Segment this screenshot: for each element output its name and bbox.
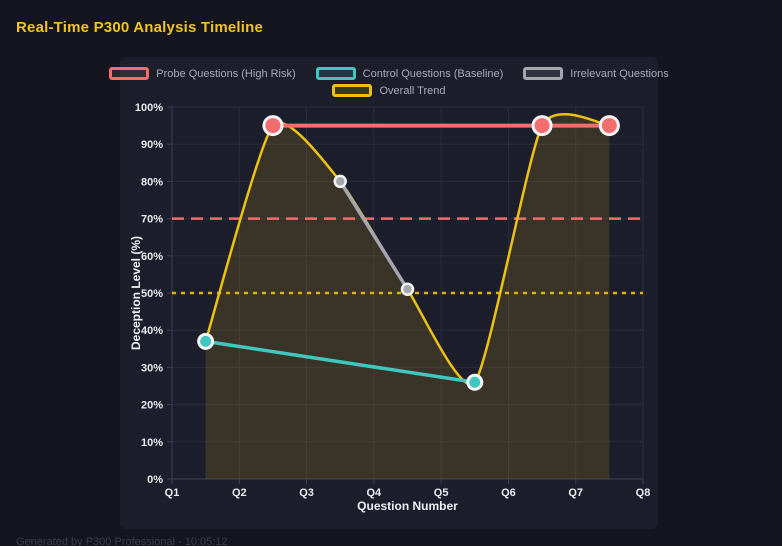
x-tick-label: Q4	[367, 487, 383, 499]
legend-row: Overall Trend	[332, 84, 446, 97]
legend-label-probe: Probe Questions (High Risk)	[156, 67, 296, 80]
legend-row: Probe Questions (High Risk) Control Quest…	[109, 67, 669, 80]
y-tick-label: 10%	[141, 437, 163, 449]
y-axis-title: Deception Level (%)	[129, 236, 143, 350]
x-tick-label: Q2	[232, 487, 247, 499]
legend-swatch-trend	[332, 84, 373, 97]
irrelevant-line[interactable]	[338, 179, 410, 292]
y-tick-label: 100%	[135, 102, 163, 114]
y-tick-label: 0%	[147, 474, 163, 486]
legend-label-irrelevant: Irrelevant Questions	[570, 67, 669, 80]
chart-legend: Probe Questions (High Risk) Control Quest…	[109, 67, 669, 97]
page-title: Real-Time P300 Analysis Timeline	[16, 19, 264, 36]
control-line[interactable]	[203, 339, 477, 385]
y-tick-label: 60%	[141, 251, 163, 263]
legend-swatch-probe	[109, 67, 150, 80]
legend-item-trend[interactable]: Overall Trend	[332, 84, 446, 97]
irrelevant-point-2[interactable]	[400, 282, 415, 297]
probe-point-2[interactable]	[531, 115, 553, 137]
legend-label-trend: Overall Trend	[379, 84, 446, 97]
control-point-2[interactable]	[466, 373, 484, 391]
x-axis-title: Question Number	[357, 499, 458, 513]
timeline-chart[interactable]: Q1 Q2 Q3 Q4 Q5 Q6 Q7 Q8 0% 10% 20% 30% 40% 50% 60% 70% 8…	[120, 57, 658, 529]
irrelevant-point-1[interactable]	[333, 174, 347, 189]
y-tick-label: 50%	[141, 288, 163, 300]
y-tick-label: 30%	[141, 362, 163, 374]
x-tick-label: Q8	[636, 487, 651, 499]
y-tick-label: 40%	[141, 325, 163, 337]
x-tick-label: Q1	[165, 487, 180, 499]
y-tick-label: 20%	[141, 400, 163, 412]
legend-swatch-irrelevant	[523, 67, 564, 80]
trend-area	[205, 114, 610, 479]
x-tick-label: Q5	[434, 487, 449, 499]
x-tick-label: Q3	[299, 487, 314, 499]
x-tick-label: Q7	[568, 487, 583, 499]
legend-label-control: Control Questions (Baseline)	[362, 67, 504, 80]
y-tick-label: 90%	[141, 139, 163, 151]
footer-note: Generated by P300 Professional - 10:05:1…	[16, 536, 228, 546]
legend-item-control[interactable]: Control Questions (Baseline)	[315, 67, 504, 80]
probe-point-3[interactable]	[598, 115, 620, 137]
legend-swatch-control	[315, 67, 356, 80]
probe-point-1[interactable]	[262, 115, 284, 137]
control-point-1[interactable]	[197, 332, 215, 350]
chart-panel: Q1 Q2 Q3 Q4 Q5 Q6 Q7 Q8 0% 10% 20% 30% 40% 50% 60% 70% 8…	[109, 57, 669, 529]
y-tick-label: 80%	[141, 176, 163, 188]
y-tick-label: 70%	[141, 214, 163, 226]
x-tick-label: Q6	[501, 487, 516, 499]
legend-item-irrelevant[interactable]: Irrelevant Questions	[523, 67, 669, 80]
legend-item-probe[interactable]: Probe Questions (High Risk)	[109, 67, 296, 80]
